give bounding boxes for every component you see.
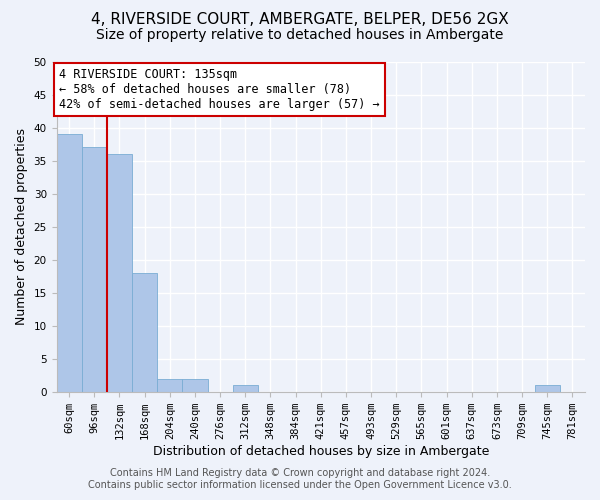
Bar	[182, 378, 208, 392]
Bar	[157, 378, 182, 392]
Text: Contains HM Land Registry data © Crown copyright and database right 2024.
Contai: Contains HM Land Registry data © Crown c…	[88, 468, 512, 490]
Bar	[233, 385, 258, 392]
Text: 4, RIVERSIDE COURT, AMBERGATE, BELPER, DE56 2GX: 4, RIVERSIDE COURT, AMBERGATE, BELPER, D…	[91, 12, 509, 28]
X-axis label: Distribution of detached houses by size in Ambergate: Distribution of detached houses by size …	[152, 444, 489, 458]
Bar	[107, 154, 132, 392]
Text: Size of property relative to detached houses in Ambergate: Size of property relative to detached ho…	[97, 28, 503, 42]
Bar	[56, 134, 82, 392]
Y-axis label: Number of detached properties: Number of detached properties	[15, 128, 28, 325]
Bar	[132, 273, 157, 392]
Bar	[535, 385, 560, 392]
Text: 4 RIVERSIDE COURT: 135sqm
← 58% of detached houses are smaller (78)
42% of semi-: 4 RIVERSIDE COURT: 135sqm ← 58% of detac…	[59, 68, 380, 111]
Bar	[82, 148, 107, 392]
